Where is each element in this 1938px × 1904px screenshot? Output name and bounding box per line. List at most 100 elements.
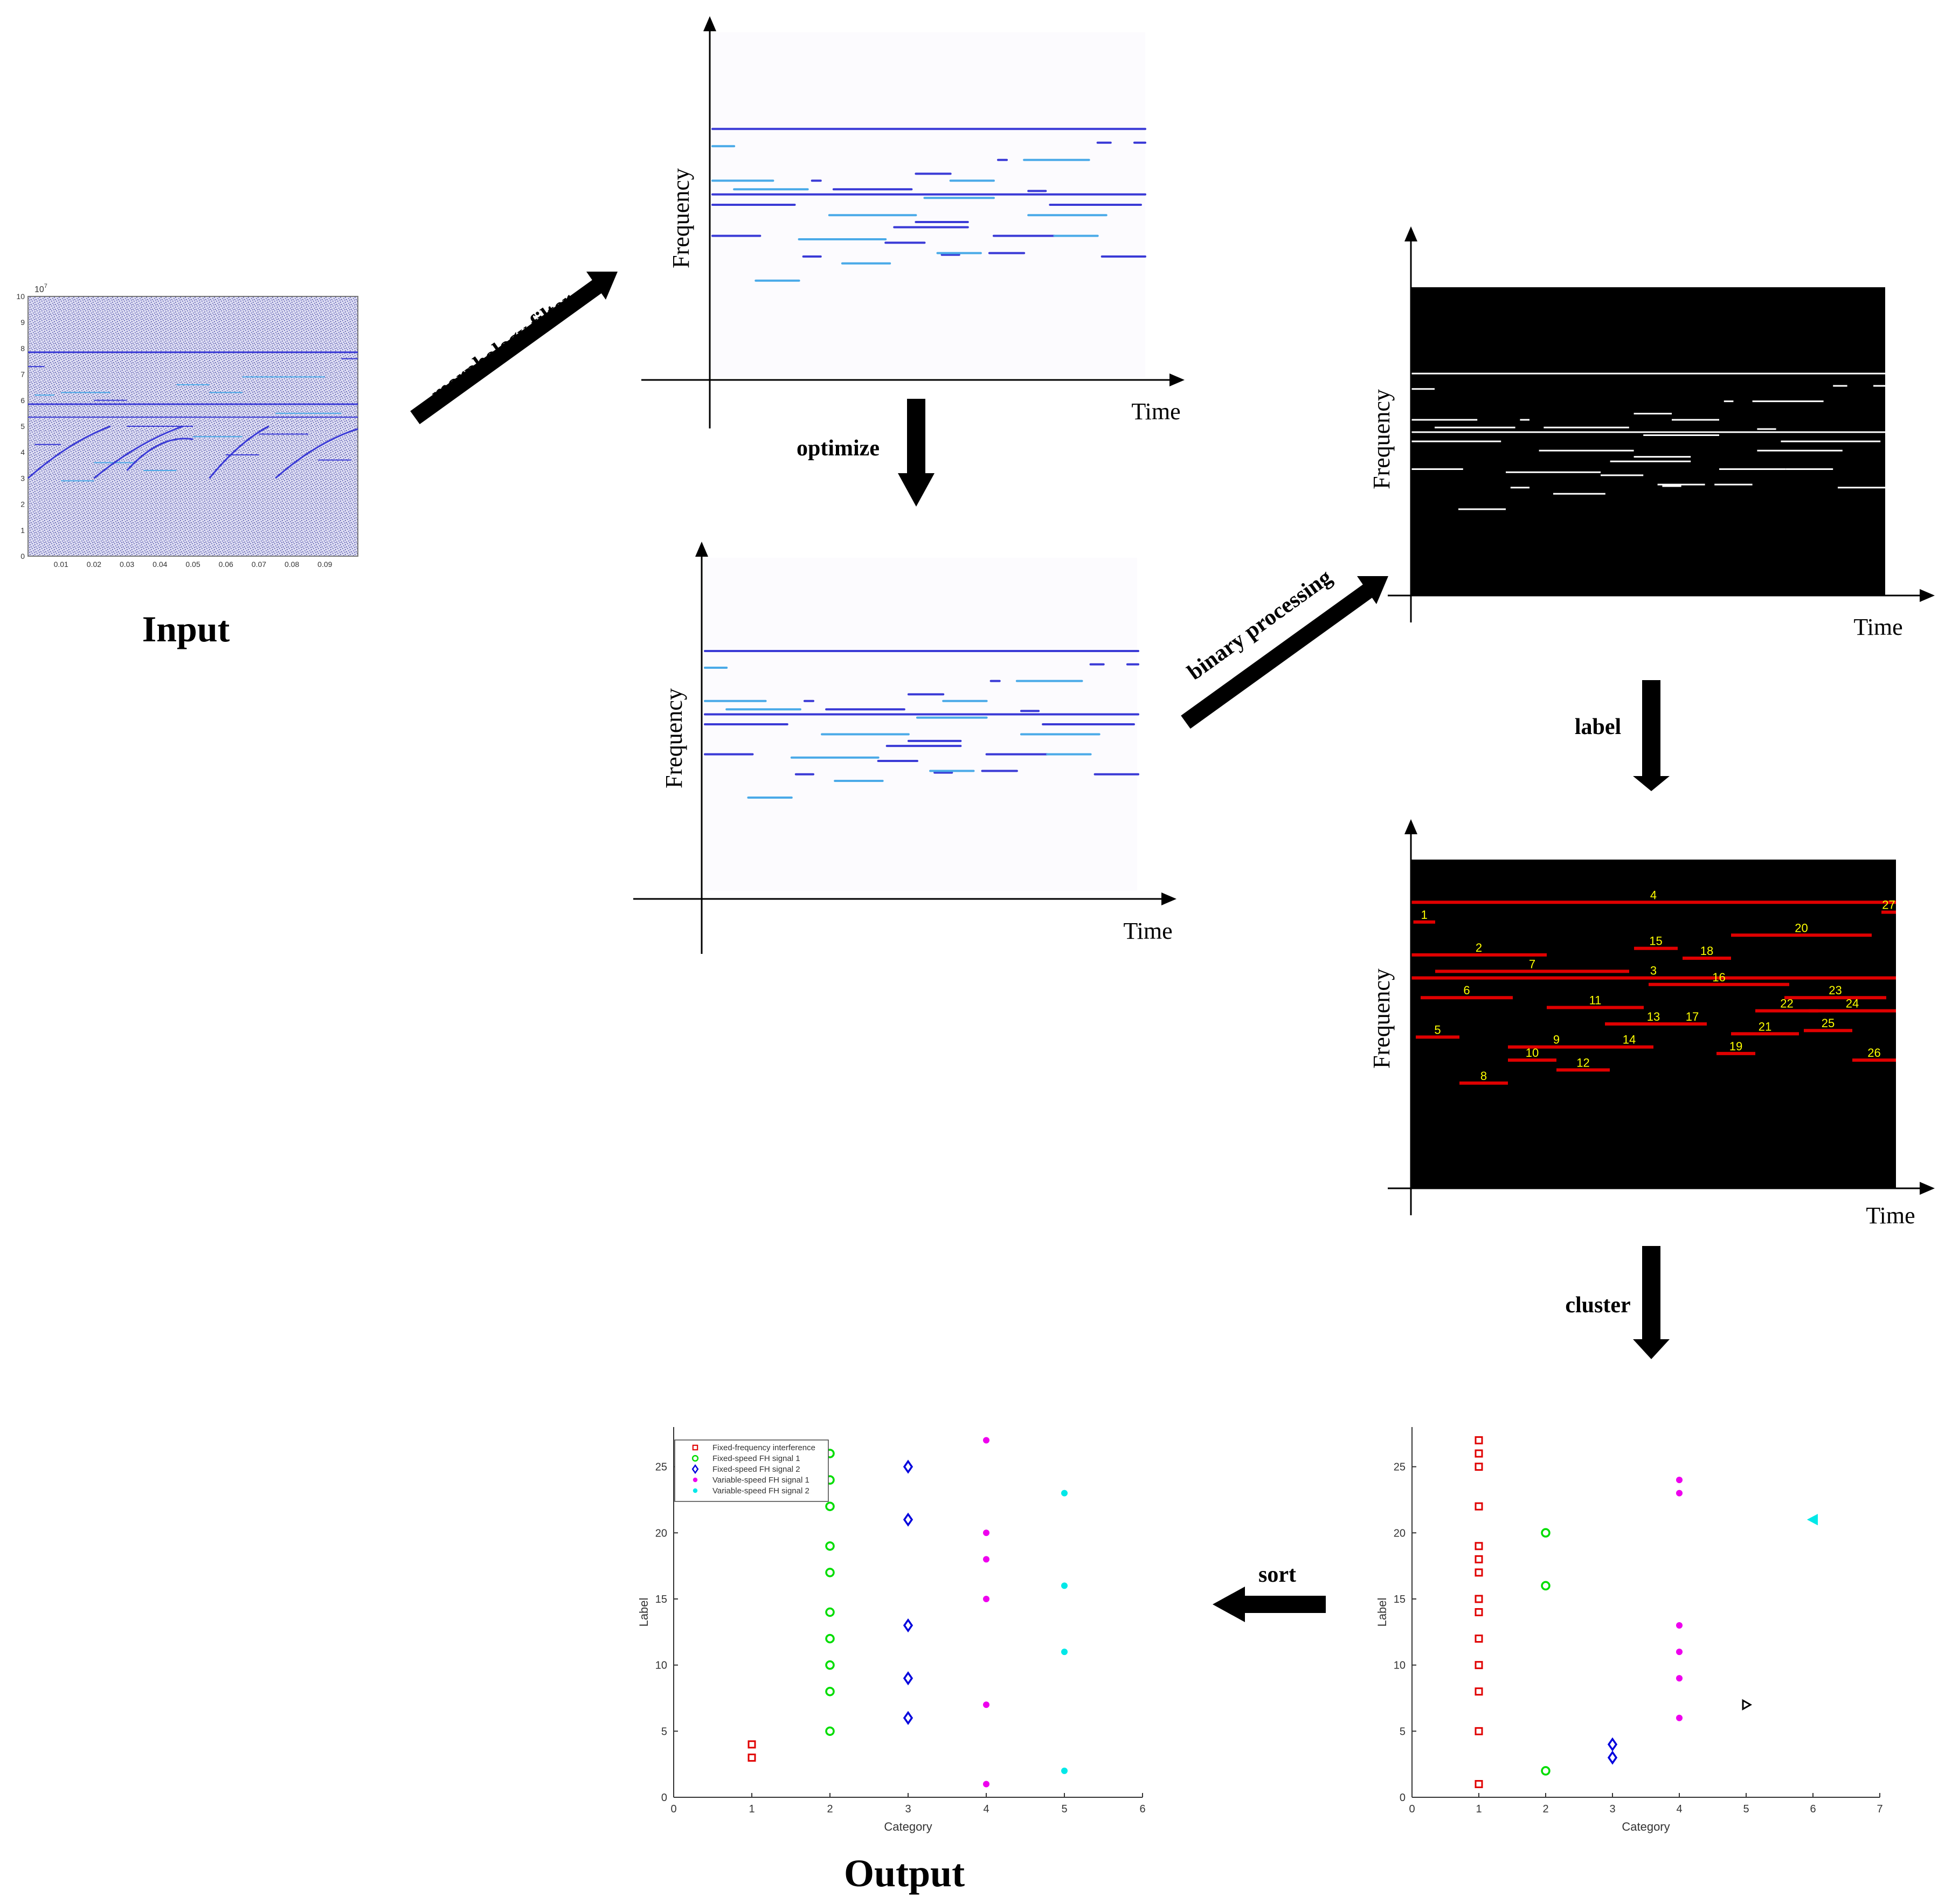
legend-entry: Variable-speed FH signal 2	[712, 1486, 809, 1495]
input-y-tick-label: 8	[20, 344, 25, 352]
input-y-tick-label: 6	[20, 396, 25, 405]
input-x-ticks: 0.01 0.02 0.03 0.04 0.05 0.06 0.07 0.08 0.09	[54, 560, 333, 569]
segment-label-number: 19	[1729, 1040, 1742, 1053]
y-tick-label: 15	[1394, 1594, 1406, 1605]
sort-arrow	[1213, 1587, 1326, 1622]
input-x-tick-label: 0.02	[87, 560, 101, 569]
y-tick-label: 25	[655, 1462, 667, 1473]
morphology-panel: Time Frequency	[641, 16, 1185, 428]
binary-frequency-label: Frequency	[1368, 389, 1395, 489]
x-tick-label: 2	[827, 1803, 833, 1815]
scatter-point	[1541, 1766, 1551, 1776]
segment-label-number: 17	[1686, 1010, 1699, 1023]
labeled-segments: 1234567891011121314151617181920212223242…	[1411, 888, 1896, 1085]
segment-label-number: 8	[1480, 1069, 1487, 1083]
input-x-tick-label: 0.06	[219, 560, 233, 569]
output-legend: Fixed-frequency interference Fixed-speed …	[674, 1439, 829, 1502]
scatter-point	[983, 1529, 989, 1536]
scatter-point	[1475, 1542, 1483, 1550]
label-panel: 1234567891011121314151617181920212223242…	[1368, 819, 1935, 1229]
input-x-tick-label: 0.03	[120, 560, 134, 569]
step-optimize-label: optimize	[797, 436, 880, 461]
step-label-label: label	[1575, 715, 1621, 739]
input-y-tick-label: 1	[20, 526, 25, 535]
y-tick-label: 20	[1394, 1527, 1406, 1539]
y-tick-label: 5	[1400, 1726, 1406, 1737]
input-y-tick-label: 10	[16, 292, 25, 301]
scatter-point	[1541, 1581, 1551, 1591]
y-tick-label: 10	[1394, 1660, 1406, 1672]
input-chirp-line	[93, 425, 184, 479]
segment-label-number: 16	[1712, 971, 1725, 984]
scatter-point	[903, 1459, 913, 1474]
input-y-tick-label: 2	[20, 500, 25, 509]
input-x-tick-label: 0.08	[285, 560, 299, 569]
input-y-ticks: 0 1 2 3 4 5 6 7 8 9 10	[16, 292, 25, 560]
output-title: Output	[844, 1852, 965, 1895]
x-tick-label: 7	[1877, 1803, 1882, 1815]
morphology-arrow	[410, 272, 618, 425]
step-cluster-label: cluster	[1565, 1293, 1630, 1318]
scatter-point	[691, 1464, 699, 1474]
segment-label-number: 10	[1526, 1046, 1539, 1060]
segment-label-number: 15	[1649, 934, 1662, 948]
scatter-point	[903, 1671, 913, 1686]
scatter-point	[1475, 1449, 1483, 1458]
y-tick-label: 10	[655, 1660, 667, 1672]
scatter-point	[1676, 1714, 1683, 1721]
morphology-time-label: Time	[1131, 398, 1180, 425]
segment-label-number: 4	[1650, 888, 1657, 902]
scatter-point	[903, 1711, 913, 1725]
scatter-point	[825, 1686, 835, 1697]
segment-label-number: 21	[1759, 1020, 1771, 1033]
input-y-tick-label: 9	[20, 318, 25, 327]
x-tick-label: 1	[749, 1803, 755, 1815]
scatter-point	[1742, 1699, 1753, 1711]
segment-label-number: 14	[1623, 1033, 1636, 1047]
input-x-tick-label: 0.04	[153, 560, 167, 569]
y-tick-label: 5	[661, 1726, 667, 1737]
segment-label-number: 2	[1476, 941, 1482, 954]
scatter-point	[1475, 1727, 1483, 1735]
legend-box	[674, 1439, 829, 1502]
scatter-point	[983, 1781, 989, 1788]
segment-label-number: 5	[1434, 1023, 1441, 1036]
scatter-point	[1061, 1490, 1068, 1497]
input-chirp-line	[275, 428, 358, 479]
scatter-point	[825, 1633, 835, 1644]
scatter-point	[1676, 1649, 1683, 1656]
binary-arrow	[1181, 576, 1388, 729]
scatter-point	[747, 1753, 756, 1762]
y-tick-label: 15	[655, 1594, 667, 1605]
input-y-tick-label: 4	[20, 448, 25, 456]
scatter-point	[1061, 1767, 1068, 1774]
x-tick-label: 4	[983, 1803, 989, 1815]
scatter-point	[825, 1607, 835, 1617]
scatter-point	[1607, 1750, 1618, 1765]
y-tick-label: 25	[1394, 1462, 1406, 1473]
cluster-arrow	[1633, 1246, 1670, 1359]
x-tick-label: 3	[905, 1803, 911, 1815]
scatter-point	[1061, 1649, 1068, 1656]
scatter-point	[1676, 1490, 1683, 1497]
step-sort-label: sort	[1258, 1562, 1296, 1587]
x-tick-label: 4	[1676, 1803, 1682, 1815]
segment-label-number: 24	[1846, 997, 1859, 1010]
scatter-point	[1475, 1436, 1483, 1445]
input-x-tick-label: 0.09	[317, 560, 332, 569]
segment-label-number: 11	[1589, 994, 1602, 1007]
input-y-tick-label: 3	[20, 474, 25, 482]
input-chirp-line	[27, 425, 111, 479]
segment-label-number: 26	[1867, 1046, 1880, 1060]
morphology-signal-lines	[711, 128, 1146, 282]
legend-entry: Fixed-speed FH signal 1	[712, 1454, 800, 1463]
input-y-tick-label: 7	[20, 370, 25, 379]
x-tick-label: 0	[1409, 1803, 1415, 1815]
cluster-scatter-plot: 0 1 2 3 4 5 6 7 0 5 10 15 20 25 Category Label	[1375, 1427, 1883, 1833]
segment-label-number: 20	[1795, 921, 1808, 934]
x-tick-label: 0	[670, 1803, 676, 1815]
segment-label-number: 13	[1647, 1010, 1660, 1023]
binary-signal-lines	[1411, 372, 1885, 510]
legend-entry: Fixed-speed FH signal 2	[712, 1465, 800, 1474]
